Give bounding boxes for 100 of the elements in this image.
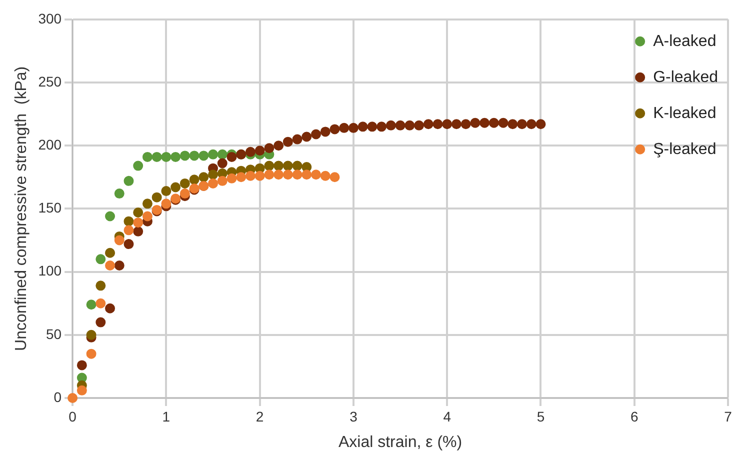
point (358, 122, 368, 132)
point (133, 218, 144, 228)
point (460, 119, 471, 130)
point (442, 119, 452, 130)
point (180, 178, 190, 188)
point (105, 303, 116, 314)
point (302, 132, 312, 142)
point (124, 239, 134, 250)
legend-label: K-leaked (653, 104, 716, 122)
y-tick-label: 250 (38, 73, 62, 90)
point (311, 170, 322, 180)
point (105, 248, 116, 258)
point (414, 120, 424, 130)
y-tick-label: 50 (46, 326, 62, 342)
point (526, 119, 536, 130)
point (161, 198, 172, 209)
y-tick-label: 0 (54, 388, 62, 405)
point (236, 172, 246, 182)
point (404, 120, 415, 130)
x-tick-label: 6 (630, 408, 638, 424)
point (292, 134, 302, 144)
point (142, 211, 152, 222)
y-tick-label: 100 (38, 262, 62, 279)
x-tick-label: 5 (536, 408, 545, 424)
point (152, 152, 162, 162)
point (180, 188, 190, 199)
point (226, 173, 237, 184)
point (367, 122, 378, 132)
point (320, 170, 330, 181)
point (330, 124, 340, 134)
point (508, 119, 518, 130)
point (282, 170, 293, 180)
point (217, 149, 228, 160)
point (274, 170, 284, 180)
point (517, 119, 528, 130)
point (114, 188, 124, 199)
point (423, 119, 434, 130)
point (124, 225, 134, 236)
point (536, 119, 546, 130)
point (68, 393, 78, 403)
point (245, 146, 256, 157)
point (189, 150, 200, 161)
point (86, 300, 96, 310)
point (152, 192, 162, 202)
point (161, 186, 172, 196)
point (198, 172, 209, 182)
point (480, 118, 490, 128)
point (282, 160, 293, 171)
point (282, 136, 293, 147)
x-tick-label: 7 (724, 408, 732, 424)
point (292, 160, 302, 171)
point (292, 170, 302, 180)
point (348, 122, 358, 133)
point (395, 120, 406, 130)
legend-label: G-leaked (653, 68, 718, 86)
point (105, 260, 116, 270)
point (133, 207, 144, 218)
point (376, 122, 387, 132)
legend-label: A-leaked (653, 32, 716, 50)
point (133, 226, 144, 236)
point (254, 146, 265, 156)
point (142, 152, 152, 162)
point (198, 150, 209, 161)
x-tick-label: 1 (162, 408, 170, 424)
point (254, 170, 265, 181)
x-tick-label: 0 (68, 408, 77, 424)
point (76, 360, 87, 370)
point (311, 129, 322, 140)
point (488, 118, 499, 128)
point (339, 122, 350, 133)
point (386, 120, 396, 130)
point (451, 119, 462, 130)
y-tick-label: 300 (38, 10, 62, 26)
point (302, 170, 312, 180)
point (161, 152, 172, 162)
point (208, 149, 218, 160)
point (264, 143, 274, 154)
point (124, 176, 134, 186)
point (274, 160, 284, 171)
point (208, 170, 218, 180)
point (226, 152, 237, 162)
point (498, 118, 508, 128)
y-axis-title: Unconfined compressive strength (kPa) (13, 66, 30, 351)
point (180, 150, 190, 161)
point (142, 198, 152, 209)
point (170, 182, 181, 192)
point (105, 211, 116, 222)
point (96, 298, 106, 308)
point (114, 260, 124, 270)
point (432, 119, 443, 130)
point (133, 160, 144, 171)
x-tick-label: 4 (443, 408, 452, 424)
point (208, 178, 218, 188)
point (264, 160, 274, 171)
point (189, 174, 200, 185)
point (96, 254, 106, 264)
point (114, 235, 124, 246)
x-axis-title: Axial strain, ε (%) (338, 434, 462, 451)
point (264, 170, 274, 180)
point (86, 330, 96, 340)
